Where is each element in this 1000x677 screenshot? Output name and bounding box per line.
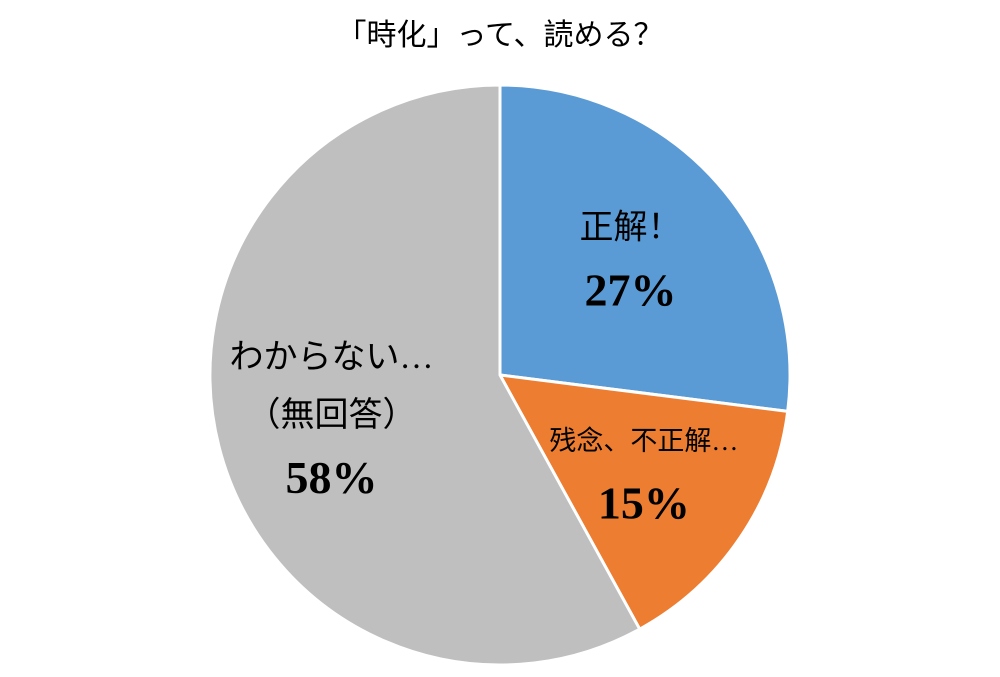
slice-value-label: 15%	[598, 477, 690, 528]
slice-category-label: 残念、不正解…	[549, 426, 738, 456]
slice-value-label: 27%	[585, 264, 677, 315]
slice-value-label: 58%	[285, 452, 377, 503]
pie-slice	[497, 373, 790, 632]
chart-title: 「時化」って、読める？	[337, 19, 664, 52]
slice-category-label: わからない…	[229, 339, 433, 376]
pie-slice	[208, 83, 642, 667]
slice-category-label: 正解！	[580, 209, 682, 247]
slice-category-label: （無回答）	[246, 396, 416, 434]
pie-slice	[498, 83, 792, 414]
